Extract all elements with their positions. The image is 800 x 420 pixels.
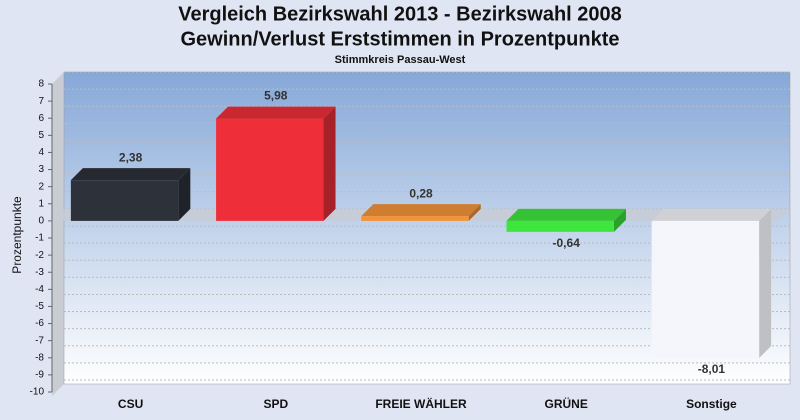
bar-top	[216, 106, 336, 119]
chart-title: Vergleich Bezirkswahl 2013 - Bezirkswahl…	[178, 3, 622, 25]
x-tick-label: SPD	[263, 397, 288, 411]
bar-top	[70, 168, 191, 181]
chart-caption: Stimmkreis Passau-West	[335, 54, 466, 66]
value-label: 5,98	[264, 89, 288, 103]
bar	[70, 180, 179, 221]
y-tick-label: -3	[35, 267, 44, 278]
bar-top	[506, 208, 626, 221]
bar-side	[613, 208, 626, 232]
y-tick-label: 3	[38, 164, 44, 175]
value-label: -8,01	[698, 362, 726, 376]
bar-top	[651, 208, 772, 221]
bar	[651, 220, 760, 358]
y-tick-label: 2	[38, 181, 44, 192]
y-tick-label: -9	[35, 370, 44, 381]
x-tick-label: GRÜNE	[545, 396, 588, 411]
bar-side	[468, 204, 481, 221]
y-tick-label: 8	[38, 79, 44, 90]
x-tick-label: FREIE WÄHLER	[375, 396, 467, 411]
bar	[506, 220, 614, 232]
y-axis-label: Prozentpunkte	[10, 196, 24, 274]
x-tick-label: Sonstige	[686, 397, 737, 411]
y-tick-label: 0	[38, 216, 44, 227]
bar-side	[178, 168, 191, 221]
bar-side	[323, 106, 336, 221]
bar	[361, 216, 469, 221]
y-tick-label: 5	[38, 130, 44, 141]
bar-top	[361, 204, 481, 217]
value-label: 2,38	[119, 150, 143, 164]
y-tick-label: -7	[35, 335, 44, 346]
y-tick-label: 7	[38, 96, 44, 107]
y-tick-label: 4	[38, 147, 44, 158]
y-tick-label: -1	[35, 233, 44, 244]
y-tick-label: 1	[38, 198, 44, 209]
x-tick-label: CSU	[118, 397, 143, 411]
y-tick-label: -6	[35, 318, 44, 329]
chart-subtitle: Gewinn/Verlust Erststimmen in Prozentpun…	[181, 28, 620, 50]
y-tick-label: -10	[30, 387, 45, 398]
y-tick-label: -4	[35, 284, 44, 295]
bar	[216, 118, 324, 221]
y-tick-label: -8	[35, 352, 44, 363]
y-tick-label: -2	[35, 250, 44, 261]
side-wall	[52, 72, 64, 396]
value-label: 0,28	[409, 186, 433, 200]
bar-side	[759, 208, 772, 358]
value-label: -0,64	[553, 236, 581, 250]
y-tick-label: 6	[38, 113, 44, 124]
y-tick-label: -5	[35, 301, 44, 312]
